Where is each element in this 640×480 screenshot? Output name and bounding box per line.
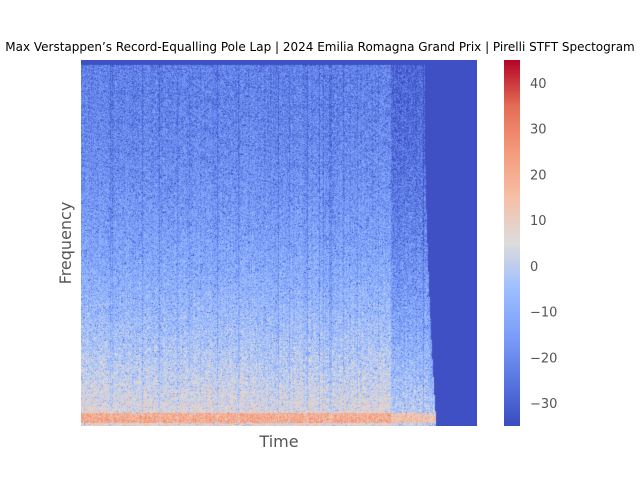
chart-title: Max Verstappen’s Record-Equalling Pole L…: [5, 40, 635, 54]
colorbar-tick-label: 30: [530, 123, 547, 138]
colorbar-tick-label: 10: [530, 214, 547, 229]
colorbar-tick-label: −30: [530, 397, 557, 412]
heatmap-plot-area: [81, 60, 477, 426]
y-axis-label: Frequency: [56, 202, 75, 285]
colorbar-tick-label: 0: [530, 260, 538, 275]
colorbar-tick-label: 20: [530, 168, 547, 183]
colorbar-gradient: [504, 60, 520, 426]
x-axis-label: Time: [258, 432, 298, 451]
colorbar-tick-label: −20: [530, 351, 557, 366]
colorbar: −30 −20 −10 0 10 20 30 40: [504, 60, 557, 426]
colorbar-tick-label: 40: [530, 77, 547, 92]
spectrogram-heatmap: [81, 60, 477, 426]
colorbar-ticks: −30 −20 −10 0 10 20 30 40: [530, 77, 557, 412]
colorbar-tick-label: −10: [530, 306, 557, 321]
